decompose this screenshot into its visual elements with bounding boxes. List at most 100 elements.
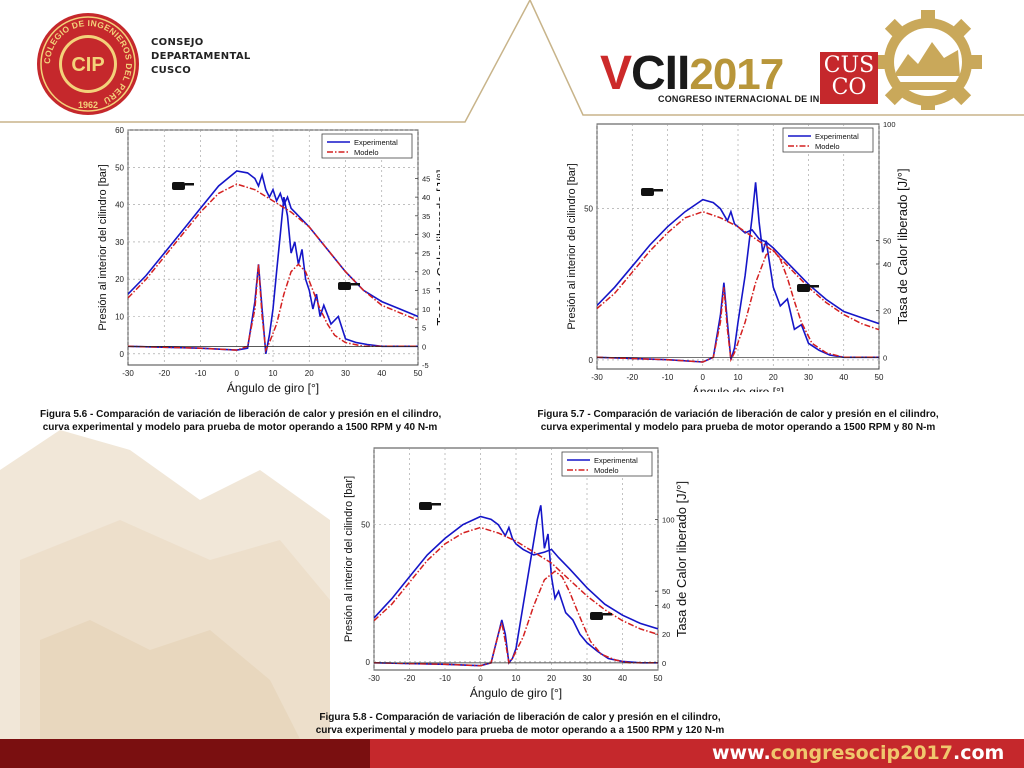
x-tick-label: 40 — [618, 674, 627, 683]
congress-logo: VCII2017 CONGRESO INTERNACIONAL DE INGEN… — [600, 48, 880, 106]
y2-axis-label: Tasa de Calor liberado [J/°] — [434, 169, 440, 325]
cusco-badge-line: CO — [831, 75, 867, 100]
caption-line: Figura 5.8 - Comparación de variación de… — [319, 712, 721, 723]
congress-logo-cii: CII — [631, 47, 690, 100]
y-tick-label: 50 — [115, 163, 124, 172]
y2-tick-label: 20 — [422, 268, 430, 277]
header-divider-line-right — [529, 0, 1024, 116]
pointer-hand-icon — [172, 182, 194, 190]
y2-tick-label: 0 — [662, 659, 666, 668]
chart-figura-5-8: -30 -20 -10 0 10 20 30 40 50 0 50 0 20 40 50 100 Experim… — [343, 447, 689, 700]
legend-label: Experimental — [815, 132, 859, 141]
org-name-line: CUSCO — [151, 65, 192, 76]
series-line-heat-modelo — [128, 263, 418, 353]
org-name-line: CONSEJO — [151, 37, 204, 48]
x-tick-label: -20 — [404, 674, 416, 683]
y2-tick-label: 20 — [883, 307, 891, 316]
y-axis-label: Presión al interior del cilindro [bar] — [97, 164, 109, 330]
x-tick-label: 50 — [654, 674, 663, 683]
legend — [321, 133, 413, 159]
footer-url-prefix: www. — [712, 742, 771, 764]
legend-label: Modelo — [354, 148, 379, 157]
y2-tick-label: 40 — [662, 602, 670, 611]
pointer-hand-icon — [590, 612, 612, 620]
y2-tick-label: 35 — [422, 212, 430, 221]
y2-tick-label: 45 — [422, 174, 430, 183]
x-tick-label: 50 — [414, 369, 423, 378]
caption-figura-5-6: Figura 5.6 - Comparación de variación de… — [40, 408, 442, 434]
cusco-badge: CUS CO — [820, 52, 878, 104]
y-tick-label: 0 — [589, 356, 594, 365]
y-tick-label: 0 — [366, 658, 371, 667]
legend-label: Modelo — [815, 142, 840, 151]
caption-line: curva experimental y modelo para prueba … — [540, 422, 936, 433]
x-tick-label: 20 — [305, 369, 314, 378]
series-line-pressure-experimental — [128, 170, 418, 318]
background-watermark-shape-2 — [40, 620, 300, 739]
y-tick-label: 20 — [115, 275, 124, 284]
y-tick-label: 30 — [115, 238, 124, 247]
legend — [782, 127, 874, 153]
x-axis-label: Ángulo de giro [°] — [227, 380, 319, 395]
x-tick-label: -30 — [122, 369, 134, 378]
y2-tick-label: 25 — [422, 249, 430, 258]
pointer-hand-icon — [419, 502, 441, 510]
y2-tick-label: 5 — [422, 324, 426, 333]
footer-url-suffix: .com — [953, 742, 1005, 764]
y-tick-label: 60 — [115, 126, 124, 135]
x-tick-label: 10 — [512, 674, 521, 683]
x-tick-label: 30 — [583, 674, 592, 683]
y2-tick-label: 30 — [422, 230, 430, 239]
y2-tick-label: 0 — [883, 353, 887, 362]
y2-tick-label: 50 — [883, 237, 891, 246]
y2-tick-label: -5 — [422, 361, 429, 370]
x-tick-label: -20 — [626, 373, 638, 382]
cip-logo: COLEGIO DE INGENIEROS DEL PERÚ CIP 1962 — [37, 13, 139, 115]
pointer-hand-icon — [797, 284, 819, 292]
chart-figura-5-7: -30 -20 -10 0 10 20 30 40 50 0 50 0 20 40 50 100 Experim… — [566, 120, 910, 392]
series-line-pressure-modelo — [128, 183, 418, 321]
y2-tick-label: 100 — [662, 516, 675, 525]
cip-year: 1962 — [78, 100, 98, 110]
x-tick-label: 0 — [478, 674, 483, 683]
y-tick-label: 10 — [115, 313, 124, 322]
x-tick-label: -10 — [195, 369, 207, 378]
x-tick-label: -30 — [591, 373, 603, 382]
pointer-hand-icon — [641, 188, 663, 196]
x-tick-label: 50 — [875, 373, 884, 382]
footer-website: www.congresocip2017.com — [712, 740, 1004, 766]
series-line-heat-experimental — [597, 182, 879, 363]
series-line-pressure-modelo — [597, 210, 879, 331]
series-line-heat-modelo — [374, 570, 658, 667]
y2-tick-label: 40 — [883, 260, 891, 269]
x-tick-label: 0 — [235, 369, 240, 378]
x-tick-label: -30 — [368, 674, 380, 683]
y-axis-label: Presión al interior del cilindro [bar] — [566, 163, 578, 329]
x-axis-label: Ángulo de giro [°] — [470, 685, 562, 700]
chart-figura-5-6: -30 -20 -10 0 10 20 30 40 50 0 10 20 30 40 50 60 -5 0 5 10 1… — [97, 126, 440, 395]
y2-tick-label: 50 — [662, 587, 670, 596]
caption-line: curva experimental y modelo para prueba … — [42, 422, 438, 433]
y2-tick-label: 10 — [422, 305, 430, 314]
x-tick-label: 10 — [734, 373, 743, 382]
legend-label: Modelo — [594, 466, 619, 475]
congress-logo-subtitle: CONGRESO INTERNACIONAL DE INGENIERÍA — [658, 94, 865, 104]
pointer-hand-icon — [338, 282, 360, 290]
caption-line: Figura 5.6 - Comparación de variación de… — [40, 409, 442, 420]
x-tick-label: 30 — [341, 369, 350, 378]
y-tick-label: 50 — [361, 521, 370, 530]
x-tick-label: -10 — [662, 373, 674, 382]
y2-tick-label: 15 — [422, 286, 430, 295]
caption-figura-5-8: Figura 5.8 - Comparación de variación de… — [290, 711, 750, 737]
cusco-badge-line: CUS — [823, 53, 875, 78]
x-tick-label: 10 — [269, 369, 278, 378]
x-tick-label: 0 — [701, 373, 706, 382]
legend — [561, 451, 653, 477]
y2-tick-label: 0 — [422, 342, 426, 351]
x-tick-label: -20 — [158, 369, 170, 378]
org-name-line: DEPARTAMENTAL — [151, 51, 251, 62]
x-axis-label: Ángulo de giro [°] — [692, 384, 784, 392]
x-tick-label: 40 — [377, 369, 386, 378]
y2-tick-label: 20 — [662, 630, 670, 639]
